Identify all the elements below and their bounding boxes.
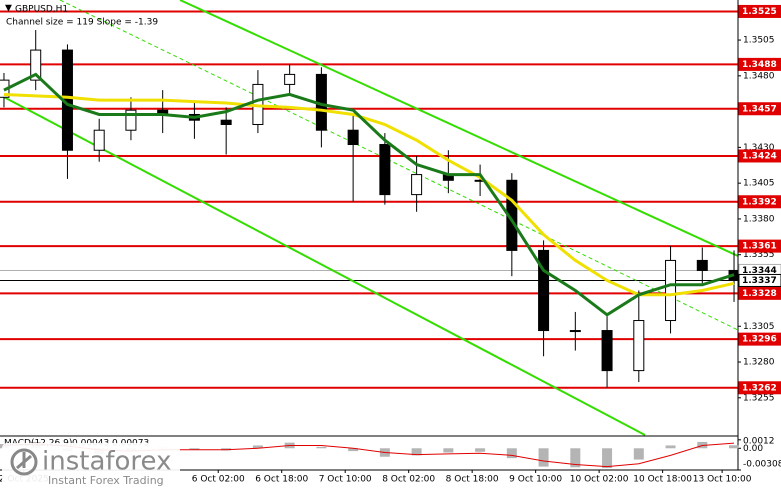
level-label: 1.3457 [742, 104, 777, 114]
candle-body [379, 144, 391, 196]
watermark-brand: instaforex [42, 447, 171, 477]
candle-body [220, 119, 232, 125]
candle-body [633, 320, 645, 372]
macd-bar [538, 448, 549, 467]
macd-bar [443, 448, 454, 453]
y-tick-label: 1.3405 [743, 179, 775, 189]
level-label: 1.3525 [742, 7, 777, 17]
x-tick-label: 6 Oct 02:00 [192, 475, 245, 485]
candle-body [569, 330, 581, 333]
macd-bar [316, 446, 327, 449]
candle-body [347, 129, 359, 146]
watermark-icon [10, 448, 38, 476]
level-label: 1.3262 [742, 383, 777, 393]
moving-average [3, 72, 735, 317]
level-label-box [738, 332, 781, 346]
candle-body [665, 259, 677, 322]
watermark-tagline: Instant Forex Trading [48, 474, 164, 487]
level-label-box [738, 57, 781, 71]
level-label-box [738, 102, 781, 116]
level-label: 1.3361 [742, 242, 777, 252]
y-tick-label: 1.3355 [743, 250, 775, 260]
level-label-box [738, 149, 781, 163]
symbol-arrow: ▼ [5, 4, 12, 14]
macd-bar [252, 445, 263, 449]
watermark: instaforex Instant Forex Trading [2, 443, 180, 487]
channel-info: Channel size = 119 Slope = -1.39 [6, 18, 158, 28]
level-label-box [738, 381, 781, 395]
macd-y-tick-label: 0.0012 [743, 437, 775, 447]
macd-bar [411, 448, 422, 456]
level-label: 1.3328 [742, 289, 777, 299]
x-tick-label: 8 Oct 02:00 [382, 475, 435, 485]
y-tick-label: 1.3305 [743, 322, 775, 332]
y-tick-label: 1.3430 [743, 143, 775, 153]
watermark-icon-mark [16, 452, 32, 470]
macd-bar [348, 448, 359, 452]
y-tick-label: 1.3505 [743, 36, 775, 46]
macd-bar [665, 445, 676, 449]
macd-bar [729, 445, 740, 449]
level-label-box [738, 239, 781, 253]
candle-body [30, 49, 42, 81]
price-marker-label: 1.3344 [742, 266, 777, 276]
x-tick-label: 9 Oct 10:00 [509, 475, 562, 485]
candle-body [284, 73, 296, 85]
level-label-box [738, 286, 781, 300]
plot-area [0, 10, 738, 389]
level-label: 1.3296 [742, 335, 777, 345]
macd-bar [602, 448, 613, 469]
price-marker-label: 1.3337 [742, 276, 777, 286]
macd-y-tick-label: -0.00308 [743, 460, 781, 470]
level-label-box [738, 195, 781, 209]
watermark-box [2, 443, 180, 487]
moving-average [3, 92, 735, 297]
candle-body [538, 249, 550, 332]
x-tick-label: 10 Oct 02:00 [570, 475, 629, 485]
x-tick-label: 7 Oct 10:00 [319, 475, 372, 485]
macd-bar [189, 448, 200, 450]
x-tick-label: 8 Oct 18:00 [446, 475, 499, 485]
chart-title: GBPUSD,H1 [15, 5, 68, 15]
macd-bar [475, 448, 486, 452]
level-label-box [738, 4, 781, 18]
x-tick-label: 13 Oct 10:00 [693, 475, 752, 485]
macd-bar [633, 448, 644, 460]
candle-body [696, 259, 708, 271]
candle-body [601, 330, 613, 372]
price-marker-label-box [738, 273, 781, 287]
candle-body [411, 174, 423, 196]
y-tick-label: 1.3255 [743, 393, 775, 403]
overlay-layer [0, 30, 740, 388]
x-tick-label: 6 Oct 18:00 [255, 475, 308, 485]
x-tick-label: 10 Oct 18:00 [633, 475, 692, 485]
macd-bar [506, 448, 517, 459]
macd-y-tick-label: 0.00 [743, 444, 763, 454]
y-tick-label: 1.3280 [743, 358, 775, 368]
channel-lower [0, 94, 646, 436]
channel-upper [179, 0, 739, 257]
y-tick-label: 1.3380 [743, 214, 775, 224]
level-label: 1.3424 [742, 151, 777, 161]
macd-bar [570, 448, 581, 468]
candle-body [125, 109, 137, 131]
candle-body [93, 129, 105, 151]
level-label: 1.3488 [742, 60, 777, 70]
y-tick-label: 1.3480 [743, 71, 775, 81]
level-label: 1.3392 [742, 197, 777, 207]
